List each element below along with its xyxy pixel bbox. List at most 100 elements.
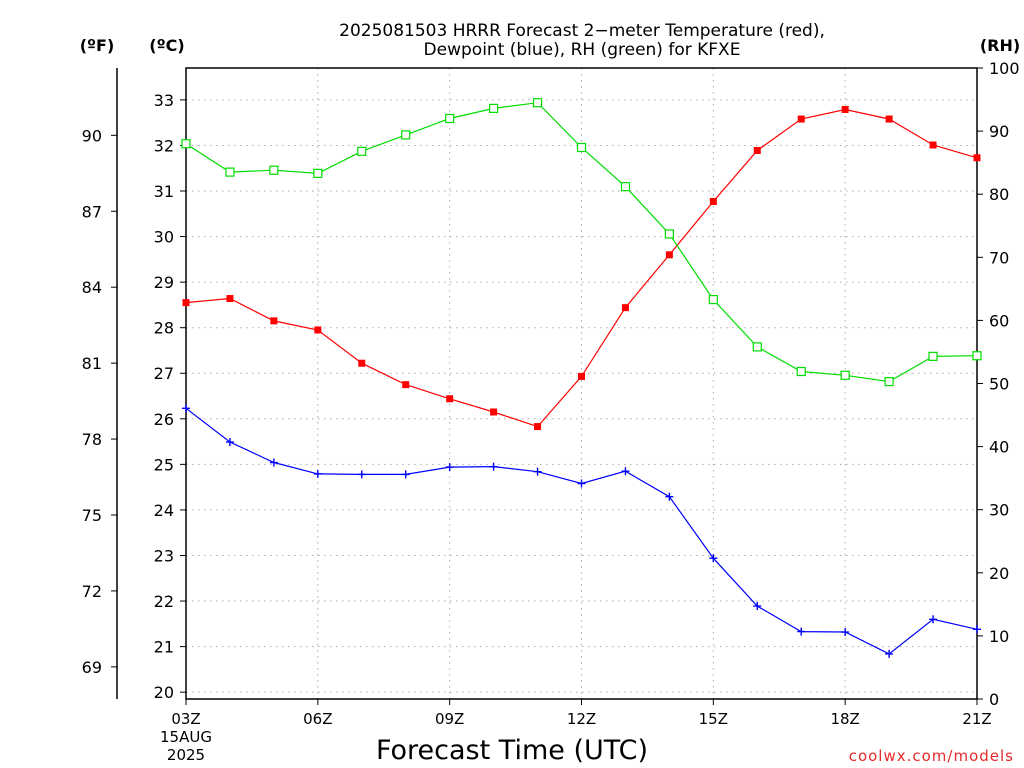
temperature-point [885,115,893,123]
fahrenheit-tick-label: 84 [82,278,102,297]
rh-point [576,142,587,153]
chart-title-line-2: Dewpoint (blue), RH (green) for KFXE [424,40,741,60]
temperature-point [446,395,454,403]
celsius-tick-label: 24 [154,501,174,520]
watermark: coolwx.com/models [849,747,1014,765]
dewpoint-point [401,470,410,479]
celsius-tick-label: 28 [154,319,174,338]
dewpoint-point [357,470,366,479]
x-tick-label: 21Z [962,710,991,728]
fahrenheit-tick-label: 72 [82,582,102,601]
rh-point [489,103,499,113]
dewpoint-point [797,627,806,636]
dewpoint-point [665,492,674,501]
rh-tick-label: 30 [989,501,1009,520]
rh-point [840,370,850,380]
fahrenheit-unit-label: (ºF) [80,36,115,55]
rh-point [313,168,323,178]
dewpoint-point [313,469,322,478]
temperature-point [753,146,761,154]
dewpoint-point [841,628,850,637]
rh-unit-label: (RH) [980,36,1020,55]
dewpoint-point [489,462,498,471]
temperature-point [314,326,322,334]
celsius-unit-label: (ºC) [149,36,184,55]
rh-point [972,351,982,361]
celsius-tick-label: 33 [154,91,174,110]
rh-point [401,130,411,140]
temperature-point [402,381,410,389]
dewpoint-point [621,467,630,476]
rh-tick-label: 20 [989,564,1009,583]
grid [186,68,977,699]
dewpoint-point [753,602,762,611]
dewpoint-point [269,458,278,467]
rh-tick-label: 50 [989,375,1009,394]
temperature-point [621,304,629,312]
dewpoint-point [885,649,894,658]
celsius-tick-label: 31 [154,182,174,201]
temperature-point [709,197,717,205]
celsius-tick-label: 23 [154,546,174,565]
celsius-tick-label: 22 [154,592,174,611]
dewpoint-point [533,467,542,476]
dewpoint-point [445,463,454,472]
celsius-tick-label: 21 [154,638,174,657]
temperature-point [665,251,673,259]
x-axis-label: Forecast Time (UTC) [376,735,648,766]
rh-point [620,182,631,192]
dewpoint-point [225,438,234,447]
x-tick-label: 18Z [830,710,859,728]
fahrenheit-tick-label: 90 [82,126,102,145]
temperature-point [534,423,542,431]
rh-tick-label: 40 [989,438,1009,457]
celsius-tick-label: 30 [154,228,174,247]
celsius-tick-label: 20 [154,683,174,702]
fahrenheit-tick-label: 81 [82,354,102,373]
temperature-point [490,408,498,416]
fahrenheit-tick-label: 87 [82,202,102,221]
rh-point [664,229,674,239]
rh-point [752,342,762,352]
dewpoint-point [929,615,938,624]
series-layer [181,98,982,658]
x-tick-label: 09Z [435,710,464,728]
x-tick-label: 12Z [567,710,596,728]
dewpoint-point [577,479,586,488]
dewpoint-point [182,404,190,413]
rh-point [269,165,279,175]
temperature-point [358,359,366,367]
rh-point [225,167,235,177]
temperature-point [797,115,805,123]
celsius-tick-label: 29 [154,273,174,292]
temperature-point [226,295,234,303]
rh-point [796,366,806,377]
celsius-tick-label: 32 [154,136,174,155]
rh-tick-label: 60 [989,311,1009,330]
rh-point [708,294,718,305]
rh-tick-label: 0 [989,690,999,709]
rh-point [928,351,938,361]
temperature-point [929,141,937,149]
fahrenheit-tick-label: 75 [82,506,102,525]
dewpoint-point [709,554,718,563]
date-label-day: 15AUG [160,728,212,746]
rh-point [445,113,455,124]
celsius-tick-label: 25 [154,455,174,474]
temperature-point [182,299,190,307]
rh-tick-label: 100 [989,59,1020,78]
dewpoint-point [973,625,981,634]
x-tick-label: 15Z [699,710,728,728]
x-tick-label: 06Z [303,710,332,728]
axis-ticks: 20 21 22 23 24 25 26 27 28 29 30 31 32 33 69 72 75 78 81 84… [82,59,1020,728]
x-tick-label: 03Z [171,710,200,728]
temperature-point [270,317,278,325]
date-label-year: 2025 [167,746,205,764]
celsius-tick-label: 26 [154,410,174,429]
rh-tick-label: 90 [989,122,1009,141]
rh-point [181,139,191,149]
rh-point [884,377,894,387]
temperature-point [578,372,585,380]
rh-point [357,146,367,156]
chart-title-line-1: 2025081503 HRRR Forecast 2−meter Tempera… [339,21,825,41]
